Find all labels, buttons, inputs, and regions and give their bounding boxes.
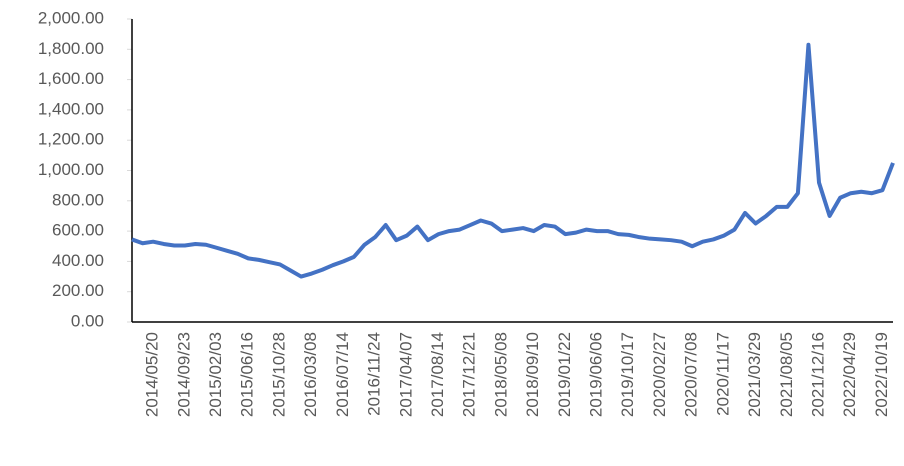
x-tick-label: 2020/07/08 xyxy=(682,332,701,417)
y-tick-label: 600.00 xyxy=(52,221,104,240)
x-tick-label: 2018/09/10 xyxy=(523,332,542,417)
x-tick-label: 2015/06/16 xyxy=(238,332,257,417)
y-tick-label: 1,000.00 xyxy=(38,160,104,179)
x-tick-label: 2017/04/07 xyxy=(396,332,415,417)
y-tick-label: 400.00 xyxy=(52,251,104,270)
x-tick-label: 2022/04/29 xyxy=(840,332,859,417)
x-tick-label: 2022/10/19 xyxy=(872,332,891,417)
x-tick-label: 2016/11/24 xyxy=(365,332,384,416)
x-tick-label: 2019/01/22 xyxy=(555,332,574,417)
y-tick-label: 1,600.00 xyxy=(38,69,104,88)
x-tick-label: 2017/08/14 xyxy=(428,332,447,417)
x-tick-label: 2014/05/20 xyxy=(143,332,162,417)
y-tick-label: 0.00 xyxy=(71,311,104,330)
x-tick-label: 2015/02/03 xyxy=(206,332,225,417)
y-tick-label: 800.00 xyxy=(52,190,104,209)
y-tick-label: 1,800.00 xyxy=(38,39,104,58)
x-tick-label: 2021/03/29 xyxy=(745,332,764,417)
y-tick-label: 1,200.00 xyxy=(38,130,104,149)
x-tick-label: 2019/06/06 xyxy=(587,332,606,417)
x-tick-label: 2018/05/08 xyxy=(491,332,510,417)
x-tick-label: 2016/03/08 xyxy=(301,332,320,417)
x-tick-label: 2014/09/23 xyxy=(174,332,193,417)
y-tick-label: 200.00 xyxy=(52,281,104,300)
y-tick-label: 1,400.00 xyxy=(38,99,104,118)
x-tick-label: 2017/12/21 xyxy=(460,332,479,417)
x-tick-label: 2020/11/17 xyxy=(713,332,732,416)
x-tick-label: 2021/12/16 xyxy=(808,332,827,417)
x-tick-label: 2016/07/14 xyxy=(333,332,352,417)
x-tick-label: 2020/02/27 xyxy=(650,332,669,417)
data-line xyxy=(131,42,895,279)
y-tick-label: 2,000.00 xyxy=(38,8,104,27)
x-tick-label: 2019/10/17 xyxy=(618,332,637,417)
x-tick-label: 2021/08/05 xyxy=(777,332,796,417)
x-tick-label: 2015/10/28 xyxy=(269,332,288,417)
